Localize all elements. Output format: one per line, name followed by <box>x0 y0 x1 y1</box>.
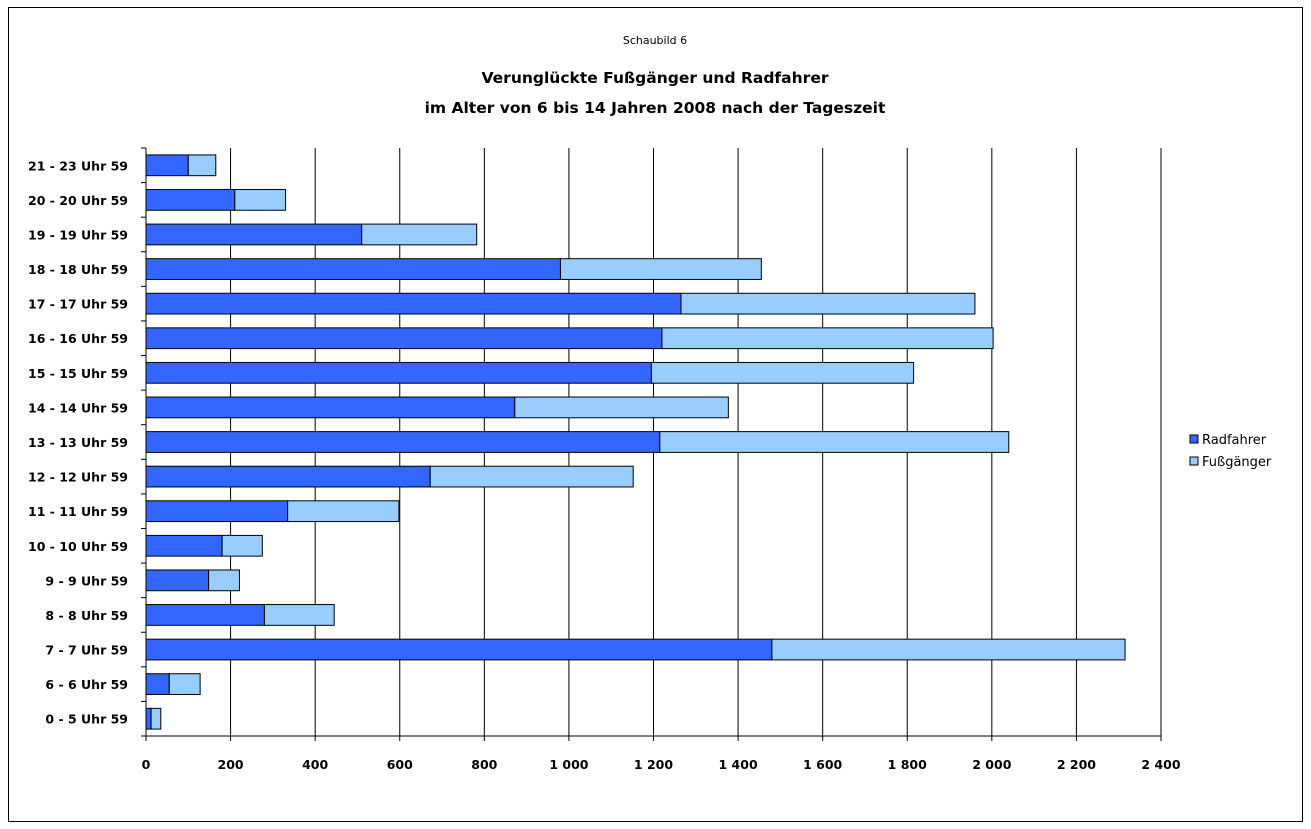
bar-radfahrer <box>145 154 189 177</box>
bar-fussgaenger <box>514 396 729 419</box>
x-tick-label: 0 <box>142 757 151 772</box>
bar-radfahrer <box>145 604 265 626</box>
x-tick-label: 600 <box>387 757 413 772</box>
y-tick-label: 17 - 17 Uhr 59 <box>28 297 128 312</box>
bar-fussgaenger <box>150 707 162 730</box>
y-tick-label: 9 - 9 Uhr 59 <box>45 573 128 588</box>
y-tick-label: 14 - 14 Uhr 59 <box>28 400 128 415</box>
bar-radfahrer <box>145 500 289 523</box>
x-tick-label: 2 200 <box>1057 757 1096 772</box>
y-tick-label: 10 - 10 Uhr 59 <box>28 539 128 554</box>
chart-caption: Schaubild 6 <box>623 34 687 47</box>
y-tick-label: 7 - 7 Uhr 59 <box>45 643 128 658</box>
bar-fussgaenger <box>208 569 240 592</box>
y-tick-label: 16 - 16 Uhr 59 <box>28 331 128 346</box>
bar-radfahrer <box>145 707 152 730</box>
bar-radfahrer <box>145 431 661 453</box>
legend-label-radfahrer: Radfahrer <box>1202 433 1267 448</box>
x-tick-label: 2 400 <box>1141 757 1180 772</box>
bar-fussgaenger <box>771 638 1126 661</box>
legend-label-fussgaenger: Fußgänger <box>1202 455 1272 470</box>
bar-fussgaenger <box>429 465 634 488</box>
bar-radfahrer <box>145 673 170 695</box>
bar-fussgaenger <box>221 534 263 557</box>
x-tick-label: 1 200 <box>634 757 673 772</box>
x-tick-label: 1 600 <box>803 757 842 772</box>
y-tick-label: 13 - 13 Uhr 59 <box>28 435 128 450</box>
y-tick-label: 0 - 5 Uhr 59 <box>45 712 128 727</box>
bar-radfahrer <box>145 223 363 246</box>
bar-fussgaenger <box>361 223 478 246</box>
bar-radfahrer <box>145 569 210 592</box>
bar-fussgaenger <box>287 500 400 523</box>
y-tick-label: 12 - 12 Uhr 59 <box>28 470 128 485</box>
chart-title-line1: Verunglückte Fußgänger und Radfahrer <box>482 69 829 87</box>
x-tick-label: 800 <box>471 757 497 772</box>
y-tick-label: 8 - 8 Uhr 59 <box>45 608 128 623</box>
bar-radfahrer <box>145 534 223 557</box>
legend: Radfahrer Fußgänger <box>1189 433 1272 470</box>
bar-fussgaenger <box>559 258 762 280</box>
bar-fussgaenger <box>168 673 201 695</box>
x-tick-label: 1 800 <box>888 757 927 772</box>
y-tick-label: 6 - 6 Uhr 59 <box>45 677 128 692</box>
y-tick-label: 19 - 19 Uhr 59 <box>28 227 128 242</box>
x-tick-label: 1 000 <box>549 757 588 772</box>
y-tick-label: 21 - 23 Uhr 59 <box>28 158 128 173</box>
bar-fussgaenger <box>263 604 335 626</box>
bar-radfahrer <box>145 396 516 419</box>
y-tick-label: 18 - 18 Uhr 59 <box>28 262 128 277</box>
bar-radfahrer <box>145 258 561 280</box>
bar-radfahrer <box>145 465 431 488</box>
bar-fussgaenger <box>661 327 994 350</box>
chart-title-line2: im Alter von 6 bis 14 Jahren 2008 nach d… <box>425 99 886 117</box>
bar-fussgaenger <box>650 361 915 384</box>
x-tick-label: 400 <box>302 757 328 772</box>
legend-swatch-radfahrer <box>1189 434 1199 444</box>
bar-radfahrer <box>145 327 663 350</box>
x-tick-label: 2 000 <box>972 757 1011 772</box>
bar-fussgaenger <box>234 189 287 211</box>
legend-swatch-fussgaenger <box>1189 456 1199 466</box>
bar-fussgaenger <box>659 431 1010 453</box>
y-tick-label: 20 - 20 Uhr 59 <box>28 193 128 208</box>
bar-radfahrer <box>145 361 652 384</box>
x-tick-label: 1 400 <box>719 757 758 772</box>
bar-radfahrer <box>145 292 682 315</box>
axes: 0 - 5 Uhr 59 6 - 6 Uhr 59 7 - 7 Uhr 59 8 - … <box>28 147 1181 772</box>
bars <box>145 154 1126 730</box>
bar-radfahrer <box>145 638 773 661</box>
bar-fussgaenger <box>187 154 217 177</box>
bar-fussgaenger <box>680 292 976 315</box>
y-tick-label: 15 - 15 Uhr 59 <box>28 366 128 381</box>
bar-radfahrer <box>145 189 236 211</box>
x-tick-label: 200 <box>218 757 244 772</box>
y-tick-label: 11 - 11 Uhr 59 <box>28 504 128 519</box>
